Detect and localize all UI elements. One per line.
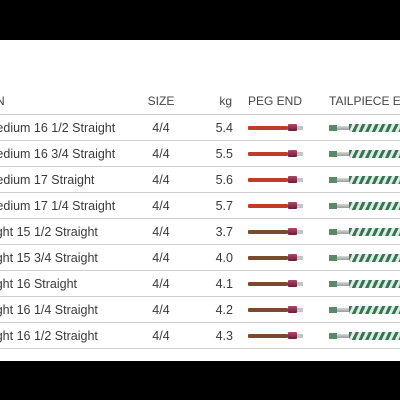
row-kg: 5.6: [215, 173, 233, 187]
row-name: Light 16 Straight: [0, 277, 78, 291]
row-kg: 4.2: [215, 303, 233, 317]
row-name: Medium 16 3/4 Straight: [0, 147, 116, 161]
tailpiece-end-winding-icon: [329, 279, 400, 289]
tailpiece-end-winding-icon: [329, 227, 400, 237]
peg-end-color-icon: [248, 202, 304, 209]
table-row: Light 16 1/2 Straight 4/4 4.3: [0, 323, 400, 349]
table-row: Light 16 Straight 4/4 4.1: [0, 271, 400, 297]
row-size: 4/4: [152, 251, 170, 265]
peg-end-color-icon: [248, 306, 304, 313]
row-size: 4/4: [152, 173, 170, 187]
row-kg: 5.5: [215, 147, 233, 161]
header-size: SIZE: [147, 94, 175, 108]
peg-end-color-icon: [248, 150, 304, 157]
peg-end-color-icon: [248, 228, 304, 235]
tailpiece-end-winding-icon: [329, 305, 400, 315]
row-size: 4/4: [152, 277, 170, 291]
table-row: Light 16 1/4 Straight 4/4 4.2: [0, 297, 400, 323]
tailpiece-end-winding-icon: [329, 175, 400, 185]
row-size: 4/4: [152, 121, 170, 135]
row-kg: 5.7: [215, 199, 233, 213]
table-row: Light 15 1/2 Straight 4/4 3.7: [0, 219, 400, 245]
peg-end-color-icon: [248, 124, 304, 131]
row-name: Medium 17 Straight: [0, 173, 95, 187]
header-peg-end: PEG END: [248, 94, 303, 108]
row-name: Medium 16 1/2 Straight: [0, 121, 116, 135]
row-size: 4/4: [152, 329, 170, 343]
tailpiece-end-winding-icon: [329, 331, 400, 341]
header-kg: kg: [219, 94, 232, 108]
tailpiece-end-winding-icon: [329, 149, 400, 159]
row-size: 4/4: [152, 225, 170, 239]
row-kg: 5.4: [215, 121, 233, 135]
row-size: 4/4: [152, 199, 170, 213]
tailpiece-end-winding-icon: [329, 253, 400, 263]
table-row: Medium 17 1/4 Straight 4/4 5.7: [0, 193, 400, 219]
table-row: Medium 17 Straight 4/4 5.6: [0, 167, 400, 193]
tailpiece-end-winding-icon: [329, 201, 400, 211]
row-name: Medium 17 1/4 Straight: [0, 199, 116, 213]
peg-end-color-icon: [248, 332, 304, 339]
row-name: Light 15 1/2 Straight: [0, 225, 98, 239]
peg-end-color-icon: [248, 280, 304, 287]
table-header: N SIZE kg PEG END TAILPIECE EN: [0, 88, 400, 115]
row-size: 4/4: [152, 303, 170, 317]
header-name: N: [0, 94, 5, 108]
strings-table: N SIZE kg PEG END TAILPIECE EN Medium 16…: [0, 88, 400, 349]
row-kg: 4.3: [215, 329, 233, 343]
top-black-bar: [0, 0, 400, 40]
header-tailpiece-end: TAILPIECE EN: [329, 94, 400, 108]
table-row: Light 15 3/4 Straight 4/4 4.0: [0, 245, 400, 271]
table-row: Medium 16 3/4 Straight 4/4 5.5: [0, 141, 400, 167]
row-name: Light 16 1/4 Straight: [0, 303, 98, 317]
row-name: Light 15 3/4 Straight: [0, 251, 98, 265]
row-name: Light 16 1/2 Straight: [0, 329, 98, 343]
row-size: 4/4: [152, 147, 170, 161]
row-kg: 4.0: [215, 251, 233, 265]
row-kg: 4.1: [215, 277, 233, 291]
bottom-black-bar: [0, 361, 400, 400]
peg-end-color-icon: [248, 176, 304, 183]
row-kg: 3.7: [215, 225, 233, 239]
tailpiece-end-winding-icon: [329, 123, 400, 133]
table-row: Medium 16 1/2 Straight 4/4 5.4: [0, 115, 400, 141]
peg-end-color-icon: [248, 254, 304, 261]
